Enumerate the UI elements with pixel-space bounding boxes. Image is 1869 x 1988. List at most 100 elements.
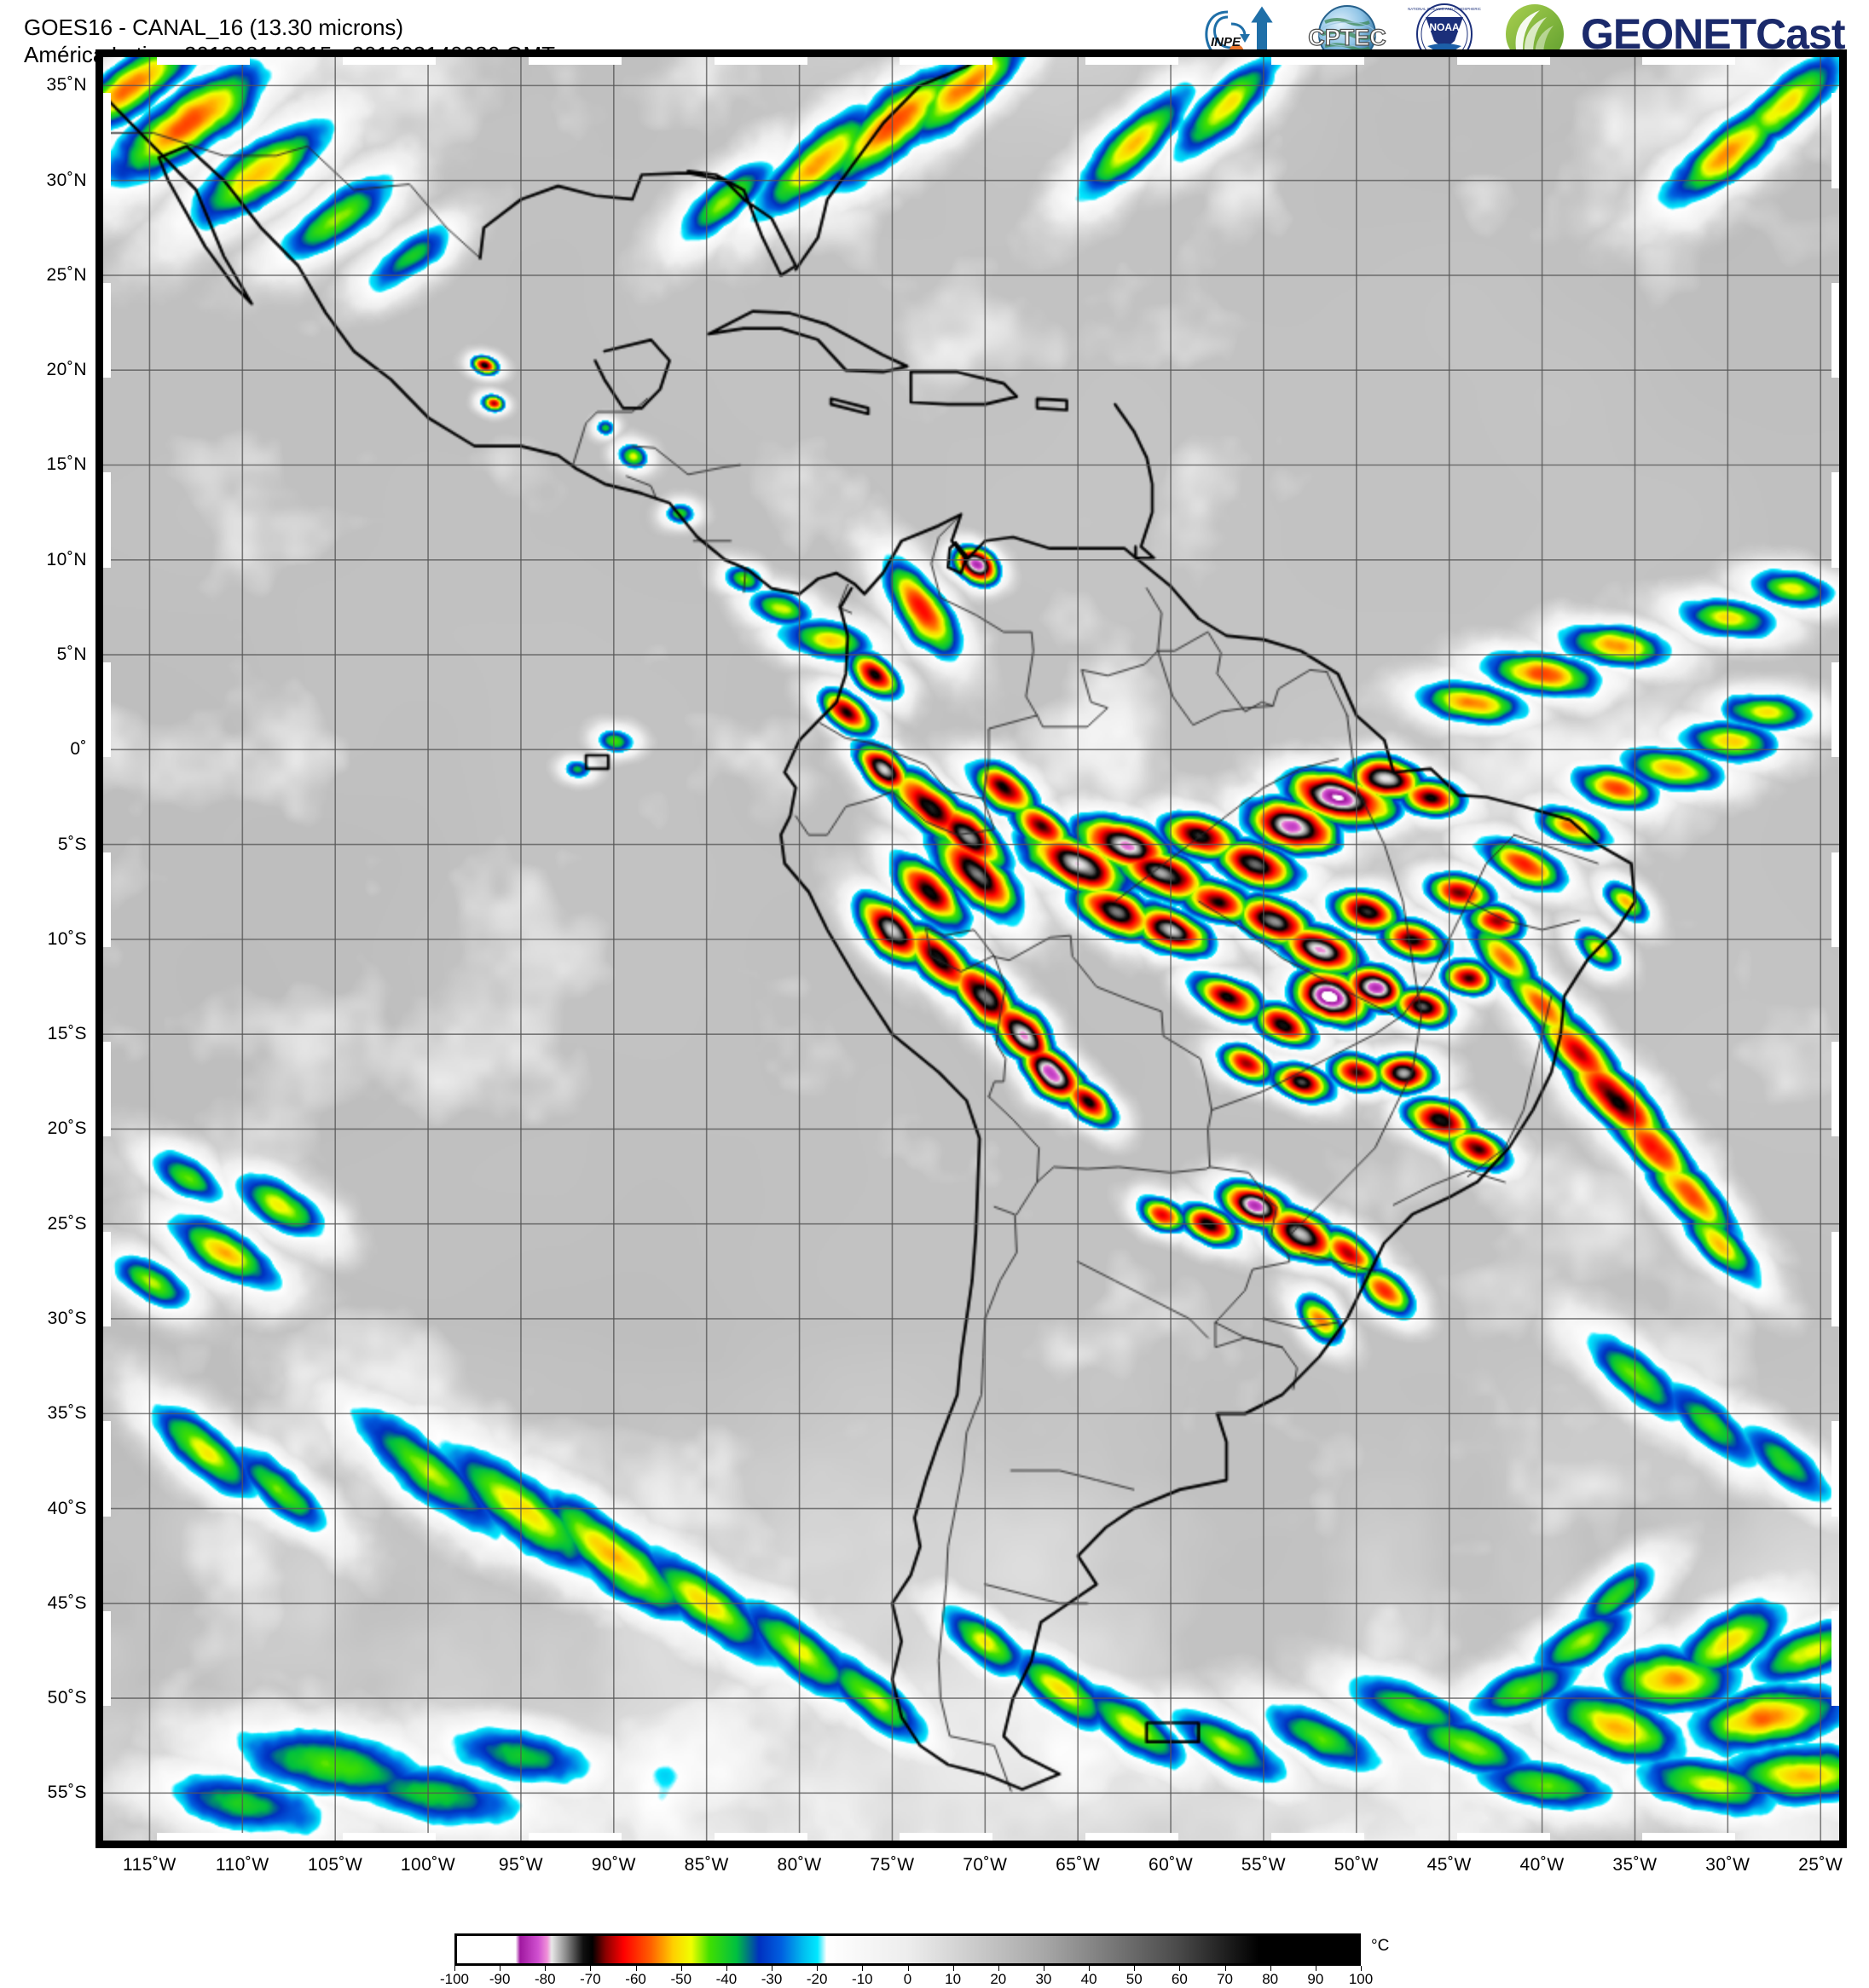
frame-tick-segment — [1085, 1833, 1179, 1841]
latitude-tick-label: 25˚S — [47, 1213, 87, 1234]
frame-tick-segment — [1270, 1833, 1364, 1841]
frame-tick-segment — [103, 1042, 111, 1137]
frame-tick-segment — [1831, 282, 1839, 379]
longitude-tick-label: 85˚W — [684, 1855, 729, 1875]
frame-tick-segment — [900, 57, 993, 65]
frame-tick-segment — [1831, 93, 1839, 188]
colorbar-tick-mark — [680, 1966, 682, 1971]
frame-tick-segment — [900, 1833, 993, 1841]
longitude-tick-label: 105˚W — [308, 1855, 363, 1875]
colorbar-tick-label: -100 — [439, 1971, 470, 1987]
frame-tick-segment — [103, 472, 111, 568]
frame-tick-segment — [1831, 472, 1839, 568]
latitude-tick-label: 45˚S — [47, 1592, 87, 1613]
frame-tick-segment — [157, 57, 251, 65]
colorbar-tick-label: 0 — [903, 1971, 912, 1987]
latitude-tick-label: 35˚S — [47, 1403, 87, 1424]
colorbar-tick-label: 40 — [1080, 1971, 1097, 1987]
colorbar-ticks: -100 -90 -80 -70 -60 -50 -40 -30 -20 -10 0 10 20 30 40… — [440, 1966, 1373, 1987]
latitude-tick-label: 20˚N — [46, 360, 87, 380]
colorbar-tick-mark — [454, 1966, 455, 1971]
latitude-tick-label: 30˚S — [47, 1308, 87, 1328]
colorbar-tick-mark — [998, 1966, 999, 1971]
map-frame-inner — [103, 57, 1839, 1841]
colorbar-tick-mark — [590, 1966, 592, 1971]
colorbar-tick-mark — [817, 1966, 819, 1971]
frame-tick-segment — [714, 57, 807, 65]
colorbar-tick-mark — [500, 1966, 501, 1971]
colorbar-tick-label: -10 — [852, 1971, 873, 1987]
frame-tick-segment — [1456, 1833, 1550, 1841]
colorbar-tick-label: 10 — [945, 1971, 962, 1987]
colorbar-tick-label: 20 — [990, 1971, 1007, 1987]
latitude-tick-label: 50˚S — [47, 1688, 87, 1708]
latitude-tick-label: 15˚N — [46, 454, 87, 475]
satellite-raster — [103, 57, 1839, 1841]
colorbar-tick-label: 100 — [1348, 1971, 1374, 1987]
svg-text:CPTEC: CPTEC — [1308, 25, 1386, 50]
colorbar-tick-label: 80 — [1262, 1971, 1279, 1987]
logo-bar: INPE — [1199, 2, 1860, 66]
latitude-tick-label: 55˚S — [47, 1783, 87, 1803]
colorbar-tick-mark — [862, 1966, 864, 1971]
colorbar-tick-label: -50 — [670, 1971, 692, 1987]
frame-tick-segment — [1456, 57, 1550, 65]
frame-tick-segment — [1831, 1421, 1839, 1517]
colorbar-tick-mark — [635, 1966, 637, 1971]
frame-tick-segment — [157, 1833, 251, 1841]
geonetcast-wordmark: GEONETCast — [1581, 10, 1846, 58]
colorbar-tick-mark — [545, 1966, 547, 1971]
colorbar-tick-mark — [726, 1966, 727, 1971]
frame-tick-segment — [1831, 1231, 1839, 1326]
colorbar-tick-label: 90 — [1307, 1971, 1324, 1987]
latitude-tick-label: 10˚S — [47, 928, 87, 949]
colorbar-container: -100 -90 -80 -70 -60 -50 -40 -30 -20 -10 0 10 20 30 40… — [0, 1933, 1869, 1987]
longitude-tick-label: 100˚W — [400, 1855, 456, 1875]
longitude-tick-label: 45˚W — [1426, 1855, 1472, 1875]
colorbar-gradient — [457, 1936, 1358, 1963]
frame-tick-segment — [103, 1231, 111, 1326]
latitude-tick-label: 5˚N — [56, 644, 87, 665]
colorbar-tick-label: 70 — [1217, 1971, 1234, 1987]
colorbar-tick-mark — [1270, 1966, 1271, 1971]
colorbar-tick-mark — [1089, 1966, 1091, 1971]
longitude-tick-label: 80˚W — [777, 1855, 822, 1875]
colorbar-tick-label: -70 — [580, 1971, 601, 1987]
svg-text:INPE: INPE — [1211, 35, 1241, 49]
colorbar-tick-label: -60 — [625, 1971, 646, 1987]
latitude-tick-label: 25˚N — [46, 264, 87, 285]
colorbar-tick-mark — [1361, 1966, 1362, 1971]
frame-tick-segment — [528, 1833, 622, 1841]
latitude-tick-label: 5˚S — [57, 834, 87, 854]
geonetcast-logo: GEONETCast — [1494, 3, 1860, 65]
longitude-tick-label: 110˚W — [215, 1855, 269, 1875]
frame-tick-segment — [1831, 1610, 1839, 1707]
svg-text:NATIONAL OCEANIC AND ATMOSPHER: NATIONAL OCEANIC AND ATMOSPHERIC — [1408, 7, 1481, 11]
longitude-axis: 115˚W 110˚W 105˚W 100˚W 95˚W 90˚W 85˚W 80˚W 75˚W… — [95, 1850, 1847, 1887]
frame-tick-segment — [1831, 852, 1839, 947]
colorbar-tick-label: 50 — [1125, 1971, 1143, 1987]
colorbar-tick-label: -20 — [806, 1971, 828, 1987]
map-container: 35˚N 30˚N 25˚N 20˚N 15˚N 10˚N 5˚N 0˚ 5˚S 10˚S 15˚S… — [24, 49, 1855, 1875]
latitude-axis: 35˚N 30˚N 25˚N 20˚N 15˚N 10˚N 5˚N 0˚ 5˚S 10˚S 15˚S… — [24, 49, 92, 1848]
colorbar-tick-label: 30 — [1035, 1971, 1052, 1987]
latitude-tick-label: 15˚S — [47, 1024, 87, 1044]
longitude-tick-label: 65˚W — [1056, 1855, 1101, 1875]
frame-tick-segment — [528, 57, 622, 65]
cptec-logo: CPTEC — [1299, 3, 1395, 65]
longitude-tick-label: 115˚W — [123, 1855, 176, 1875]
frame-tick-segment — [1642, 57, 1736, 65]
latitude-tick-label: 0˚ — [70, 739, 87, 760]
longitude-tick-label: 50˚W — [1334, 1855, 1379, 1875]
frame-tick-segment — [1270, 57, 1364, 65]
colorbar-tick-mark — [952, 1966, 954, 1971]
colorbar-tick-label: -40 — [715, 1971, 738, 1987]
colorbar-tick-label: -80 — [535, 1971, 556, 1987]
latitude-tick-label: 10˚N — [46, 549, 87, 569]
frame-tick-segment — [714, 1833, 807, 1841]
longitude-tick-label: 60˚W — [1148, 1855, 1194, 1875]
frame-tick-segment — [103, 93, 111, 188]
longitude-tick-label: 30˚W — [1705, 1855, 1750, 1875]
colorbar-tick-mark — [1224, 1966, 1226, 1971]
